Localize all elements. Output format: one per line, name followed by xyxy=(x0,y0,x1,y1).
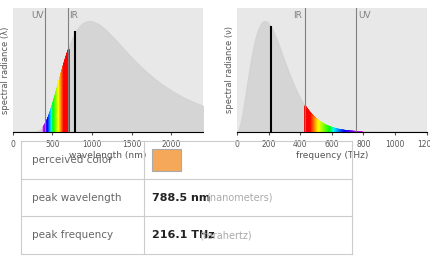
Text: UV: UV xyxy=(357,11,370,20)
Y-axis label: spectral radiance (ν): spectral radiance (ν) xyxy=(224,26,233,113)
Text: peak wavelength: peak wavelength xyxy=(31,193,121,203)
FancyBboxPatch shape xyxy=(152,149,181,171)
Text: IR: IR xyxy=(293,11,301,20)
Text: 216.1 THz: 216.1 THz xyxy=(152,230,214,240)
Y-axis label: spectral radiance (λ): spectral radiance (λ) xyxy=(1,26,10,113)
Text: peak frequency: peak frequency xyxy=(31,230,112,240)
Text: perceived color: perceived color xyxy=(31,155,112,165)
X-axis label: wavelength (nm): wavelength (nm) xyxy=(69,152,146,160)
Text: (nanometers): (nanometers) xyxy=(205,193,272,203)
Text: (terahertz): (terahertz) xyxy=(199,230,252,240)
X-axis label: frequency (THz): frequency (THz) xyxy=(295,152,367,160)
Text: IR: IR xyxy=(69,11,78,20)
Text: 788.5 nm: 788.5 nm xyxy=(152,193,210,203)
Text: UV: UV xyxy=(31,11,43,20)
